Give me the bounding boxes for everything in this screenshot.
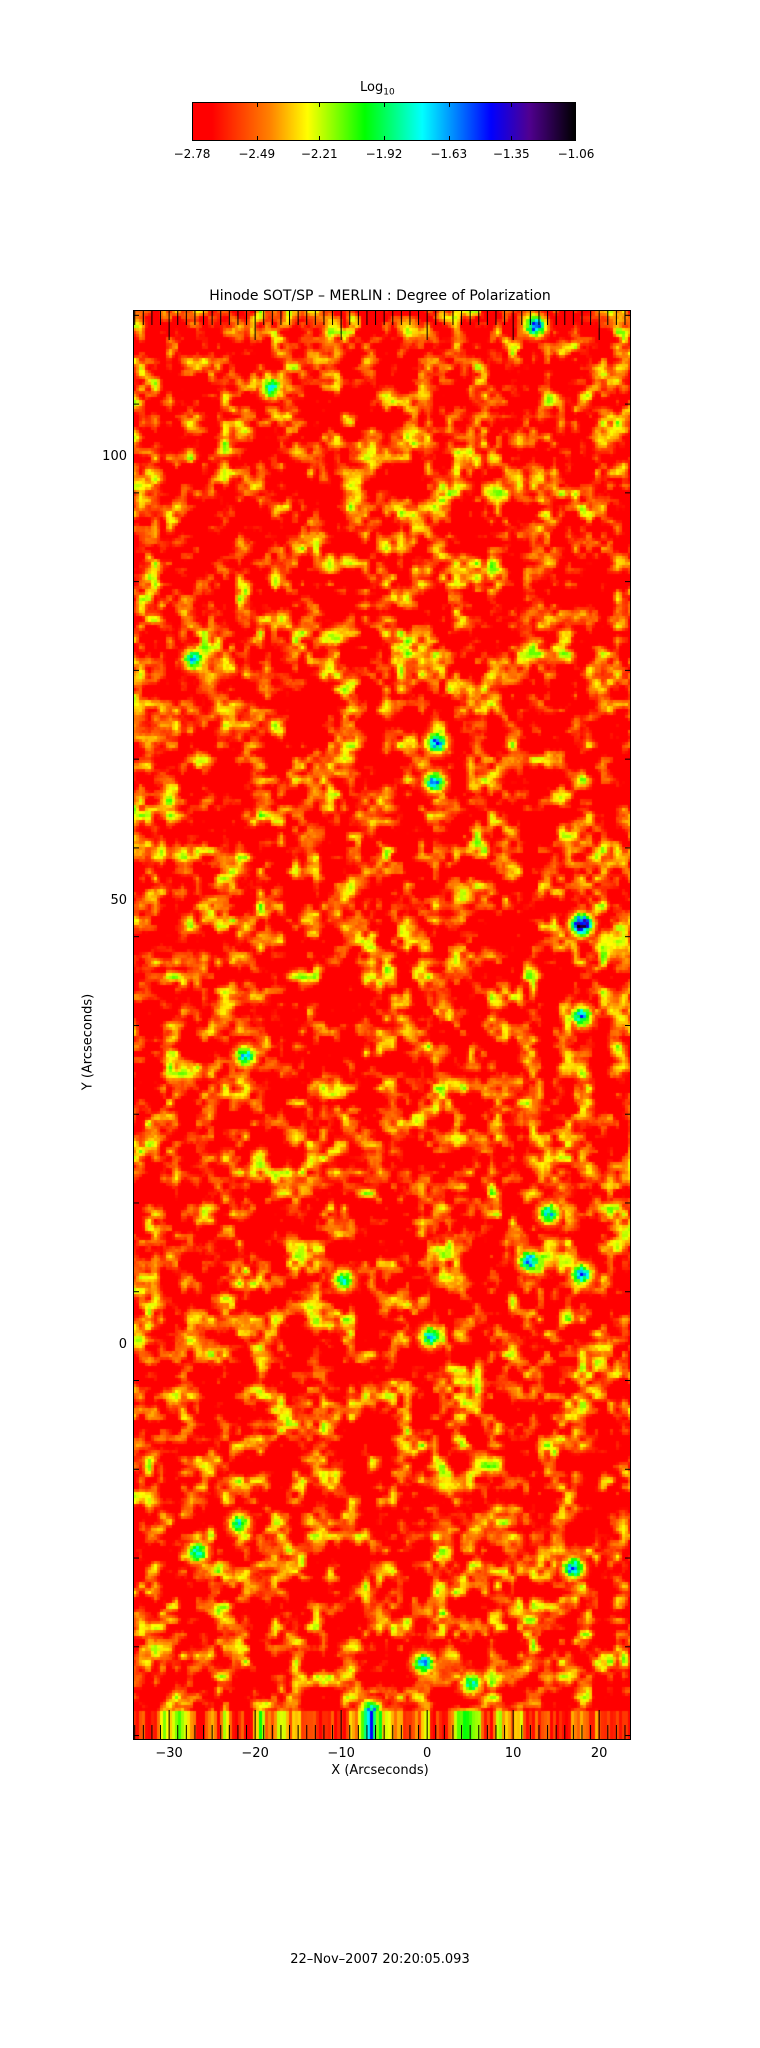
- colorbar-tick-label: −2.78: [173, 147, 211, 161]
- colorbar-tick-label: −1.35: [492, 147, 530, 161]
- colorbar-tick-mark: [448, 136, 450, 141]
- colorbar-tick-mark: [511, 102, 513, 107]
- x-axis-label: X (Arcseconds): [331, 1763, 429, 1778]
- colorbar-label: Log10: [360, 80, 395, 98]
- colorbar-tick-label: −1.92: [365, 147, 403, 161]
- colorbar-tick-mark: [319, 136, 321, 141]
- colorbar-tick-label: −2.49: [238, 147, 276, 161]
- y-tick-label: 0: [118, 1336, 127, 1352]
- y-tick-label: 100: [102, 449, 127, 465]
- colorbar-tick-label: −2.21: [300, 147, 338, 161]
- colorbar-tick-label: −1.63: [430, 147, 468, 161]
- colorbar-label-text: Log: [360, 80, 384, 95]
- colorbar-tick-mark: [384, 102, 385, 107]
- x-tick-label: −10: [327, 1746, 355, 1761]
- x-tick-label: −30: [155, 1746, 183, 1761]
- chart-title: Hinode SOT/SP – MERLIN : Degree of Polar…: [209, 288, 551, 304]
- colorbar-tick-mark: [384, 136, 385, 141]
- y-tick-label: 50: [110, 893, 127, 909]
- x-tick-label: 10: [504, 1746, 522, 1761]
- colorbar-tick-mark: [256, 136, 258, 141]
- polarization-heatmap: [133, 310, 631, 1740]
- colorbar-tick-mark: [256, 102, 258, 107]
- x-tick-label: 0: [423, 1746, 432, 1761]
- colorbar-tick-mark: [319, 102, 321, 107]
- colorbar-tick-mark: [448, 102, 450, 107]
- colorbar-tick-mark: [511, 136, 513, 141]
- colorbar-tick-label: −1.06: [557, 147, 595, 161]
- colorbar-label-subscript: 10: [383, 87, 395, 98]
- y-axis-label: Y (Arcseconds): [80, 993, 96, 1091]
- timestamp: 22–Nov–2007 20:20:05.093: [290, 1952, 470, 1967]
- x-tick-label: −20: [241, 1746, 269, 1761]
- x-tick-label: 20: [590, 1746, 608, 1761]
